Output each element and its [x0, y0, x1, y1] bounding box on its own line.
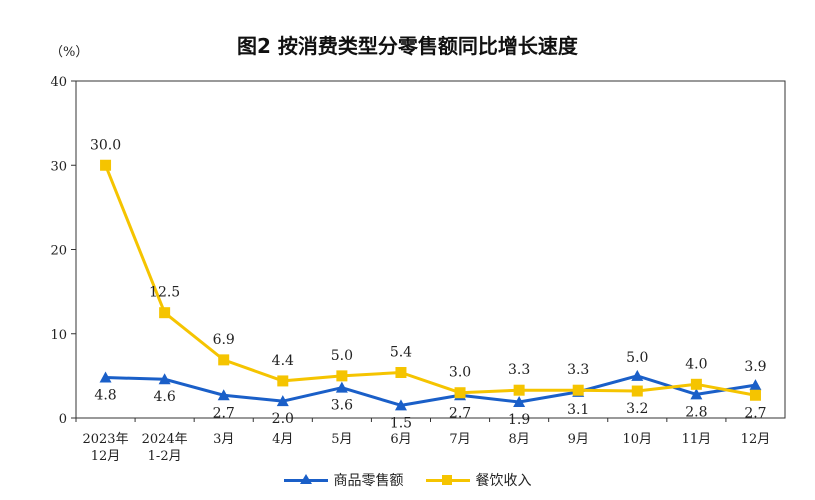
catering-data-label: 2.7: [744, 405, 766, 421]
catering-point: [454, 387, 466, 399]
retail-data-label: 2.7: [213, 405, 235, 421]
line-chart: 0 10 20 30 40 2023年 12月 2024年 1-2月 3月 4月 5月 6月 7月 8月 9月…: [50, 75, 786, 464]
retail-point: [99, 371, 112, 383]
catering-data-label: 4.0: [685, 356, 707, 372]
retail-data-label: 3.6: [331, 398, 353, 414]
catering-data-label: 6.9: [213, 332, 235, 348]
legend-swatch-retail: [283, 473, 328, 487]
series-line-1: [104, 164, 756, 397]
legend-label-catering: 餐饮收入: [475, 473, 532, 489]
chart-title: 图2 按消费类型分零售额同比增长速度: [237, 34, 578, 58]
x-tick-label: 9月: [568, 432, 589, 447]
catering-point: [572, 384, 584, 396]
x-tick-label: 11月: [682, 432, 712, 447]
legend-swatch-catering: [425, 473, 470, 487]
plot-frame: [75, 80, 786, 419]
catering-point: [100, 159, 112, 171]
series-line-0: [105, 374, 756, 407]
retail-data-label: 4.6: [153, 389, 175, 405]
retail-data-label: 1.9: [508, 412, 530, 428]
retail-data-label: 4.8: [94, 388, 116, 404]
retail-point: [217, 389, 230, 401]
catering-data-label: 3.3: [508, 362, 530, 378]
x-tick-label: 8月: [508, 432, 529, 447]
x-tick-label: 7月: [449, 432, 470, 447]
retail-data-label: 3.9: [744, 359, 766, 375]
x-tick-label: 3月: [213, 432, 234, 447]
catering-data-label: 3.2: [626, 401, 648, 417]
x-tick-label: 12月: [741, 432, 771, 447]
retail-data-label: 2.0: [272, 411, 294, 427]
catering-data-label: 3.3: [567, 362, 589, 378]
retail-point: [158, 373, 171, 385]
x-tick-label: 10月: [623, 432, 653, 447]
catering-point: [277, 375, 289, 387]
legend: 商品零售额 餐饮收入: [0, 470, 815, 490]
catering-point: [690, 378, 702, 390]
catering-point: [218, 354, 230, 366]
catering-data-label: 4.4: [272, 353, 294, 369]
y-tick-label: 30: [50, 159, 67, 174]
y-tick-label: 0: [59, 412, 67, 427]
retail-point: [631, 369, 644, 381]
y-tick-label: 10: [50, 328, 67, 343]
x-tick-label: 12月: [91, 449, 121, 464]
catering-point: [631, 385, 643, 397]
retail-data-label: 2.8: [685, 404, 707, 420]
retail-data-label: 5.0: [626, 350, 648, 366]
x-tick-label: 4月: [272, 432, 293, 447]
retail-point: [394, 399, 407, 411]
legend-label-retail: 商品零售额: [333, 473, 404, 489]
catering-point: [159, 307, 171, 319]
y-tick-label: 20: [50, 244, 67, 259]
x-tick-label: 6月: [390, 432, 411, 447]
x-tick-label: 1-2月: [148, 449, 182, 464]
legend-item-retail: 商品零售额: [283, 470, 404, 490]
catering-data-label: 12.5: [149, 285, 180, 301]
y-tick-label: 40: [50, 75, 67, 90]
retail-point: [749, 379, 762, 391]
catering-data-label: 5.4: [390, 345, 412, 361]
catering-data-label: 3.0: [449, 365, 471, 381]
catering-point: [395, 367, 407, 379]
retail-point: [335, 381, 348, 393]
retail-data-label: 3.1: [567, 402, 589, 418]
retail-point: [276, 395, 289, 407]
retail-point: [513, 395, 526, 407]
x-tick-label: 5月: [331, 432, 352, 447]
catering-data-label: 30.0: [90, 137, 121, 153]
catering-data-label: 5.0: [331, 348, 353, 364]
retail-point: [690, 388, 703, 400]
x-tick-label: 2023年: [82, 432, 128, 447]
legend-item-catering: 餐饮收入: [425, 470, 532, 490]
retail-data-label: 1.5: [390, 415, 412, 431]
catering-point: [336, 370, 348, 382]
retail-data-label: 2.7: [449, 405, 471, 421]
catering-point: [513, 384, 525, 396]
catering-point: [749, 389, 761, 401]
y-axis-unit: （%）: [50, 45, 89, 60]
x-tick-label: 2024年: [142, 432, 188, 447]
